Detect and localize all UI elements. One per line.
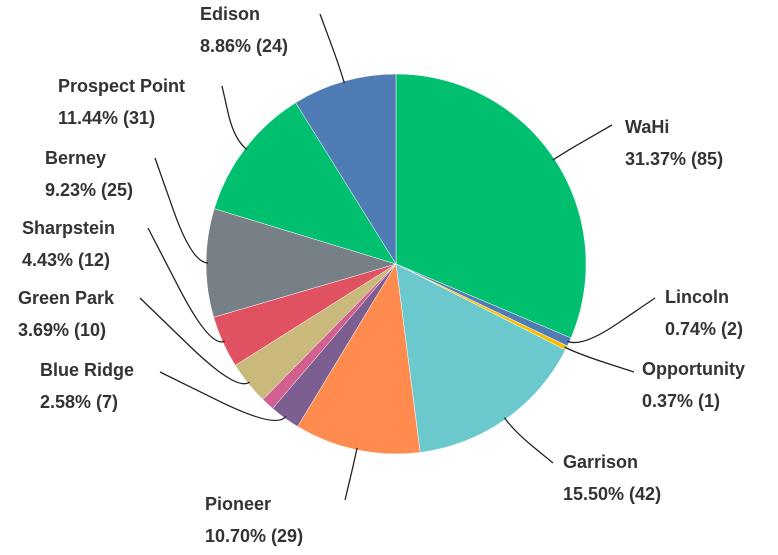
slice-label: Garrison (563, 452, 638, 472)
slice-label: Pioneer (205, 494, 271, 514)
slice-label: Edison (200, 4, 260, 24)
slice-label: Green Park (18, 288, 115, 308)
slice-value-label: 0.74% (2) (665, 319, 743, 339)
slice-value-label: 9.23% (25) (45, 180, 133, 200)
leader-line (567, 297, 656, 344)
slice-label: Prospect Point (58, 76, 185, 96)
leader-line (564, 346, 635, 373)
leader-line (139, 297, 251, 385)
slice-value-label: 31.37% (85) (625, 149, 723, 169)
leader-line (503, 417, 554, 464)
slice-value-label: 2.58% (7) (40, 392, 118, 412)
slice-label: Berney (45, 148, 106, 168)
slice-label: Opportunity (642, 359, 745, 379)
slice-value-label: 3.69% (10) (18, 320, 106, 340)
leader-line (159, 371, 287, 422)
leader-line (344, 447, 358, 501)
leader-line (221, 85, 248, 151)
slice-label: Lincoln (665, 287, 729, 307)
slice-value-label: 4.43% (12) (22, 250, 110, 270)
slice-label: Blue Ridge (40, 360, 134, 380)
slice-value-label: 8.86% (24) (200, 36, 288, 56)
leader-line (552, 124, 613, 161)
leader-line (147, 227, 225, 343)
slice-label: WaHi (625, 117, 669, 137)
leader-line (154, 157, 209, 264)
leader-line (319, 13, 345, 84)
slice-value-label: 10.70% (29) (205, 526, 303, 546)
slice-label: Sharpstein (22, 218, 115, 238)
slice-value-label: 15.50% (42) (563, 484, 661, 504)
slice-value-label: 11.44% (31) (58, 108, 155, 128)
slice-value-label: 0.37% (1) (642, 391, 720, 411)
